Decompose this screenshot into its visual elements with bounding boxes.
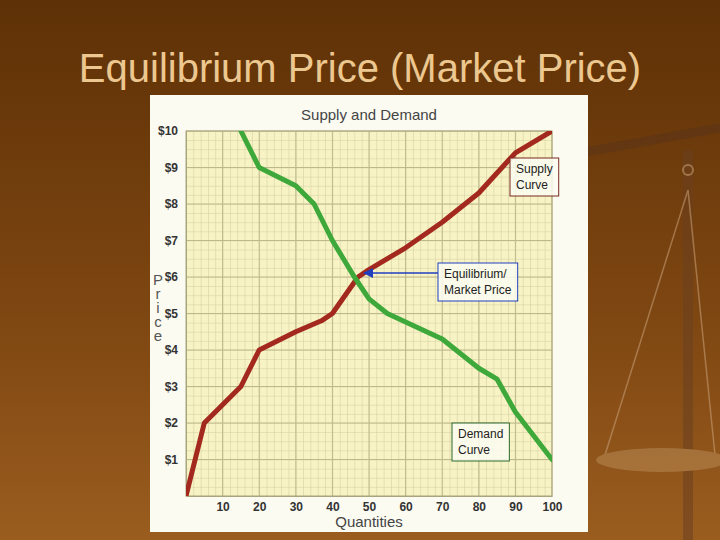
axis-line: [186, 132, 187, 497]
tick: $7: [165, 234, 186, 248]
tick: $9: [165, 161, 186, 175]
tick-label: 50: [363, 500, 377, 514]
tick: $1: [165, 453, 186, 467]
tick: 20: [253, 496, 267, 514]
tick-label: $2: [165, 416, 179, 430]
annotation-arrow: [364, 272, 438, 274]
tick-label: $7: [165, 234, 179, 248]
y-axis-title: Price: [153, 271, 163, 344]
scale-pan: [596, 448, 720, 472]
scale-decoration: [585, 128, 720, 540]
chart-panel: [150, 95, 588, 532]
tick-label: 90: [509, 500, 523, 514]
annotation-text: Equilibrium/Market Price: [444, 267, 512, 297]
annotation: Equilibrium/Market Price: [438, 263, 518, 301]
tick: 70: [436, 496, 450, 514]
series-label-text: DemandCurve: [458, 427, 503, 457]
tick-label: 100: [542, 500, 562, 514]
tick: 10: [216, 496, 230, 514]
series-label-box: [452, 423, 509, 461]
tick: $10: [158, 124, 186, 138]
tick: $6: [165, 270, 186, 284]
grid: [186, 131, 552, 496]
tick-label: $4: [165, 343, 179, 357]
tick: $4: [165, 343, 186, 357]
series-line: [186, 131, 552, 496]
tick-label: $3: [165, 380, 179, 394]
tick-label: $6: [165, 270, 179, 284]
series-line: [241, 131, 552, 460]
grid-line-y: [186, 204, 552, 205]
grid-line-y: [186, 240, 552, 241]
x-axis-title: Quantities: [335, 513, 403, 530]
plot-area: [186, 131, 552, 496]
tick: 90: [509, 496, 523, 514]
tick-label: 40: [326, 500, 340, 514]
tick: $3: [165, 380, 186, 394]
series-group: [186, 131, 552, 496]
minor-grid: [186, 131, 552, 496]
tick-label: $9: [165, 161, 179, 175]
tick: $5: [165, 307, 186, 321]
tick: 60: [399, 496, 413, 514]
tick-label: 10: [216, 500, 230, 514]
slide: Equilibrium Price (Market Price) 10 20 30 40…: [0, 0, 720, 540]
scale-string: [605, 190, 688, 455]
scale-ring: [683, 165, 693, 175]
series-label: DemandCurve: [452, 423, 509, 461]
y-axis: $1 $2 $3 $4 $5 $6 $7 $8 $9 $10: [158, 124, 187, 496]
grid-line-y: [186, 167, 552, 168]
tick-label: $5: [165, 307, 179, 321]
tick-label: $1: [165, 453, 179, 467]
scale-string: [688, 190, 715, 455]
tick: 30: [290, 496, 304, 514]
scale-beam: [585, 128, 720, 152]
tick-label: 80: [473, 500, 487, 514]
tick-label: 30: [290, 500, 304, 514]
tick-label: $8: [165, 197, 179, 211]
tick: $2: [165, 416, 186, 430]
slide-title: Equilibrium Price (Market Price): [79, 46, 641, 90]
tick-label: $10: [158, 124, 178, 138]
tick: 40: [326, 496, 340, 514]
axis-line: [187, 496, 553, 497]
x-axis: 10 20 30 40 50 60 70 80 90 100: [187, 496, 563, 514]
grid-line-y: [186, 313, 552, 314]
series-label-box: [510, 158, 559, 196]
tick: 80: [473, 496, 487, 514]
chart-title: Supply and Demand: [301, 106, 437, 123]
tick-label: 70: [436, 500, 450, 514]
annotation-box: [438, 263, 518, 301]
plot-frame: [186, 131, 552, 496]
series-label: SupplyCurve: [510, 158, 559, 196]
tick-label: 20: [253, 500, 267, 514]
tick: $8: [165, 197, 186, 211]
grid-line-y: [186, 350, 552, 351]
scale-post: [683, 150, 693, 540]
tick: 100: [542, 496, 562, 514]
series-label-text: SupplyCurve: [516, 162, 553, 192]
tick: 50: [363, 496, 377, 514]
tick-label: 60: [399, 500, 413, 514]
